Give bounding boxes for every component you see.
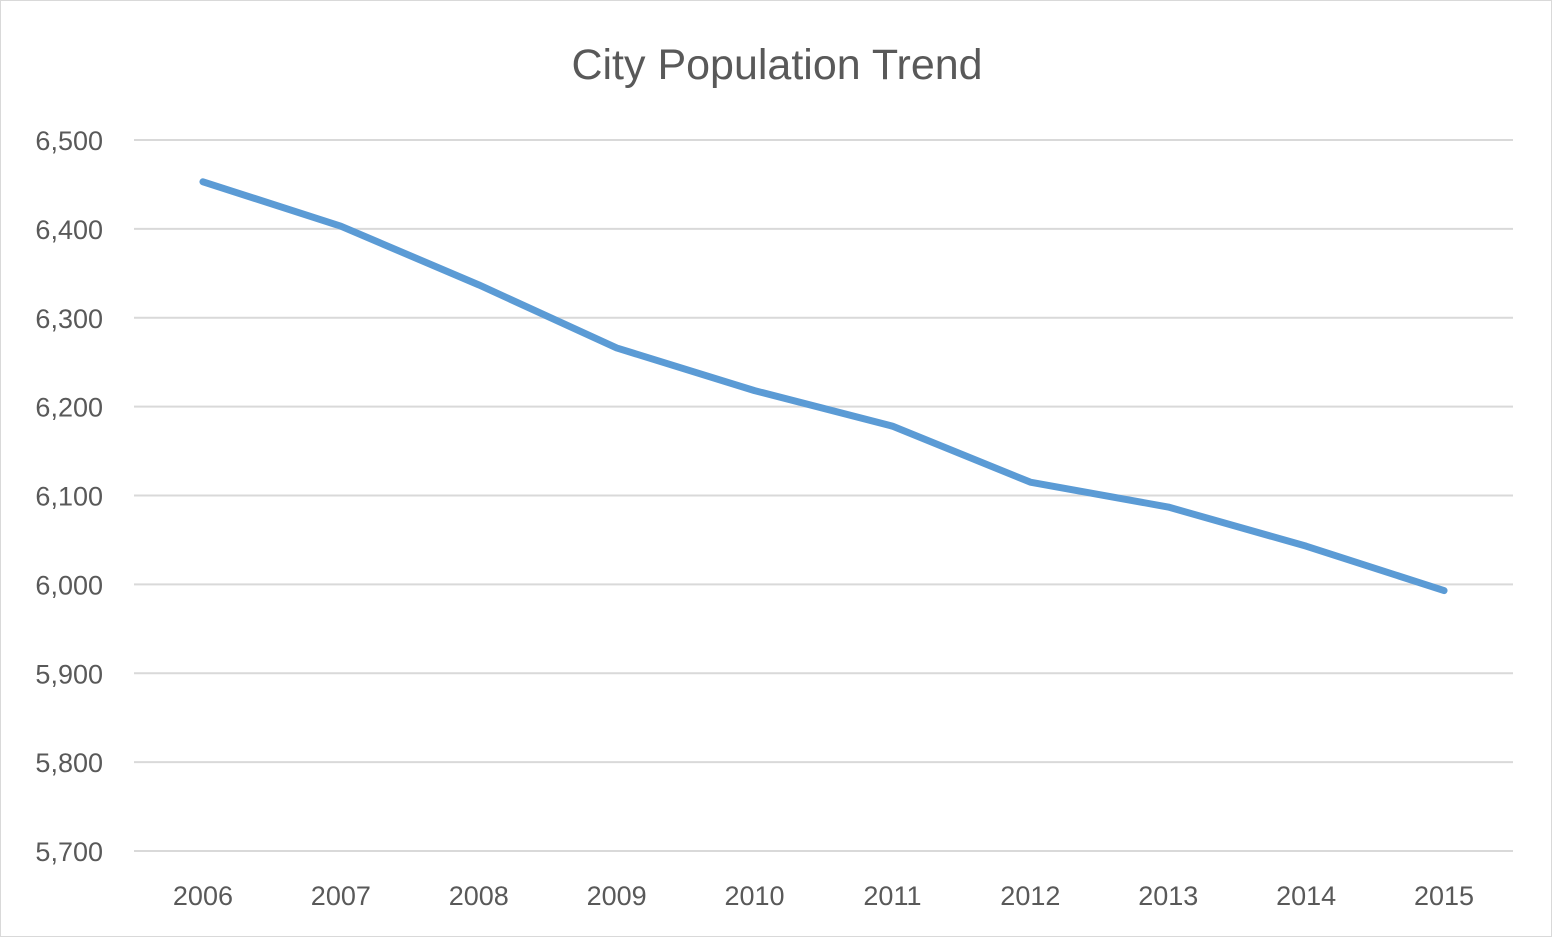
y-tick-label: 6,300 bbox=[35, 304, 103, 334]
x-tick-label: 2015 bbox=[1414, 881, 1474, 911]
x-tick-label: 2013 bbox=[1138, 881, 1198, 911]
series-group bbox=[199, 178, 1448, 595]
x-tick-label: 2011 bbox=[863, 881, 921, 911]
gridlines bbox=[134, 139, 1513, 852]
x-tick-label: 2009 bbox=[587, 881, 647, 911]
x-tick-label: 2014 bbox=[1276, 881, 1336, 911]
y-axis: 5,700 5,800 5,900 6,000 6,100 6,200 6,300 6,400… bbox=[35, 126, 103, 867]
y-tick-label: 6,000 bbox=[35, 570, 103, 600]
x-tick-label: 2012 bbox=[1000, 881, 1060, 911]
x-tick-label: 2007 bbox=[311, 881, 371, 911]
y-tick-label: 6,500 bbox=[35, 126, 103, 156]
y-tick-label: 5,900 bbox=[35, 659, 103, 689]
x-axis: 2006 2007 2008 2009 2010 2011 2012 2013 2014 2015 bbox=[173, 881, 1474, 911]
y-tick-label: 6,200 bbox=[35, 393, 103, 423]
x-tick-label: 2010 bbox=[725, 881, 785, 911]
y-tick-label: 6,100 bbox=[35, 482, 103, 512]
y-tick-label: 5,800 bbox=[35, 748, 103, 778]
y-tick-label: 5,700 bbox=[35, 837, 103, 867]
chart-title: City Population Trend bbox=[571, 41, 982, 89]
series-line bbox=[199, 178, 1448, 595]
y-tick-label: 6,400 bbox=[35, 215, 103, 245]
x-tick-label: 2006 bbox=[173, 881, 233, 911]
x-tick-label: 2008 bbox=[449, 881, 509, 911]
